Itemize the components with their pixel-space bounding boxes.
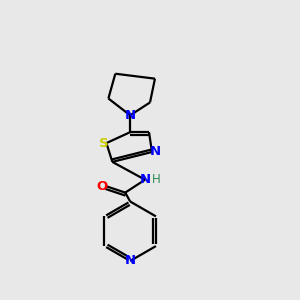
Text: O: O [97, 180, 108, 193]
Text: H: H [152, 173, 160, 186]
Text: S: S [99, 136, 108, 150]
Text: N: N [124, 254, 136, 268]
Text: N: N [149, 146, 161, 158]
Text: N: N [124, 109, 136, 122]
Text: N: N [140, 173, 151, 186]
